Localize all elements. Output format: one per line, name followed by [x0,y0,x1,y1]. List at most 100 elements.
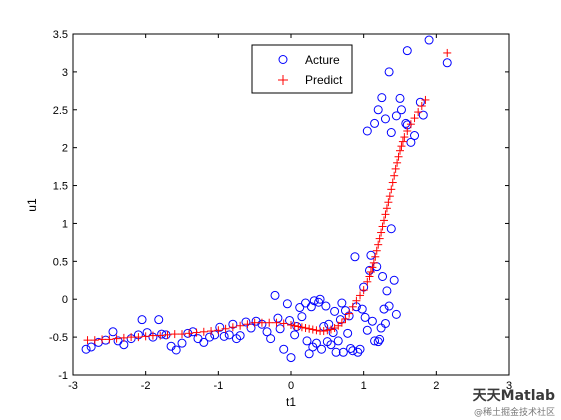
acture-point [309,296,319,306]
acture-point [401,118,411,128]
legend-circle-marker [278,55,288,64]
predict-point [397,142,406,151]
x-tick-label: -3 [68,380,78,392]
acture-point [391,309,401,319]
predict-point [287,320,295,329]
predict-point [319,327,328,336]
acture-point [241,317,251,327]
watermark: 天天Matlab @稀土掘金技术社区 [473,385,555,418]
acture-point [81,344,91,354]
acture-point [290,330,300,340]
legend-label-acture: Acture [305,53,340,67]
predict-point [371,252,380,261]
y-axis-label: u1 [25,198,39,212]
predict-point [403,126,412,135]
predict-point [390,171,399,180]
predict-point [170,330,179,339]
predict-point [312,326,321,335]
acture-point [402,46,412,56]
predict-point [250,318,259,327]
legend-plus-marker [278,75,288,85]
acture-point [302,336,312,346]
predict-point [83,336,92,345]
x-tick-label: -1 [213,380,223,392]
acture-point [337,298,347,308]
predict-point [214,326,223,335]
legend-box [251,44,353,94]
acture-point [331,347,341,357]
predict-point [228,323,237,332]
acture-point [286,353,296,363]
acture-point [338,347,348,357]
predict-point [365,272,374,281]
acture-point [396,105,406,115]
acture-point [297,312,307,322]
acture-point [386,128,396,138]
acture-point [384,67,394,77]
acture-point [321,301,331,311]
predict-point [380,216,389,225]
acture-point [205,332,215,342]
predict-point [388,178,397,187]
predict-point [272,318,281,327]
acture-point [108,327,118,337]
acture-point [295,303,305,313]
predict-point [178,330,186,339]
x-tick-label: 2 [433,380,439,392]
acture-point [389,275,399,285]
y-tick-label: 1.5 [53,181,68,193]
acture-point [235,331,245,341]
acture-point [270,290,280,300]
x-tick-label: 1 [361,380,367,392]
predict-point [374,240,383,249]
predict-point [375,234,384,243]
predict-point [134,333,143,342]
predict-point [396,146,404,155]
acture-point [157,329,167,339]
acture-point [251,316,261,326]
predict-point [119,333,128,342]
y-tick-label: 2 [62,143,68,155]
predict-point [378,222,387,231]
acture-point [343,328,353,338]
acture-point [266,334,276,344]
predict-point [345,309,354,318]
x-tick-label: -2 [141,380,151,392]
acture-point [86,342,96,352]
acture-point [391,111,401,121]
acture-point [386,224,396,234]
predict-point [199,327,208,336]
predict-point [297,323,306,332]
predict-point [352,296,361,305]
acture-point [355,344,365,354]
acture-point [219,331,229,341]
acture-point [285,315,295,325]
predict-point [368,263,377,272]
predict-point [417,101,426,110]
y-tick-label: 2.5 [53,105,68,117]
predict-point [236,321,245,330]
predict-point [207,327,216,336]
acture-point [370,336,380,346]
predict-point [366,267,375,276]
acture-point [370,118,380,128]
predict-point [112,334,121,343]
acture-point [199,337,209,347]
acture-point [171,345,181,355]
acture-point [362,325,372,335]
predict-point [377,228,386,237]
plot-marks [81,35,452,363]
predict-point [148,331,157,340]
predict-point [156,331,165,340]
predict-point [105,335,114,344]
predict-point [381,210,390,219]
predict-point [443,48,452,57]
legend: Acture Predict [251,44,353,94]
predict-point [384,198,393,207]
acture-point [379,304,389,314]
predict-point [337,318,346,327]
acture-point [418,110,428,120]
acture-point [282,299,292,309]
y-tick-label: 1 [62,218,68,230]
acture-point [350,252,360,262]
